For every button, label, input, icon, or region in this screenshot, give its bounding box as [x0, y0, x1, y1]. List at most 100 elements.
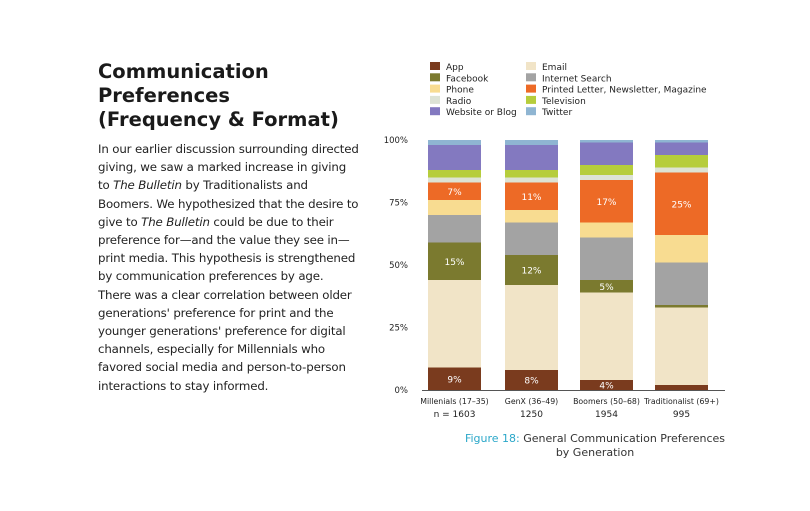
legend-swatch — [526, 84, 536, 93]
x-category-label: GenX (36–49) — [505, 397, 558, 406]
legend-label: Phone — [446, 86, 474, 96]
bar-segment — [655, 155, 708, 168]
bar-segment — [655, 262, 708, 305]
bar-segment — [428, 182, 481, 200]
publication-title: The Bulletin — [113, 178, 182, 193]
data-label: 7% — [447, 188, 462, 198]
bar-segment — [505, 177, 558, 183]
body-segment: by Traditionalists and Boomers. We hypot… — [98, 178, 359, 229]
legend-label: Radio — [446, 97, 472, 107]
bar-segment — [505, 370, 558, 390]
legend-swatch — [430, 84, 440, 93]
bar-segment — [428, 200, 481, 215]
data-label: 15% — [444, 258, 464, 268]
x-category-label: Boomers (50–68) — [573, 397, 640, 406]
bar-segment — [580, 140, 633, 143]
caption-text-line2: by Generation — [555, 446, 635, 459]
bar-segment — [580, 280, 633, 293]
sample-size-label: 1250 — [520, 410, 543, 420]
heading-line-1: Communication — [98, 60, 269, 83]
legend-label: App — [446, 63, 464, 73]
bar-segment — [428, 170, 481, 178]
bar-segment — [505, 285, 558, 370]
bar-segment — [580, 142, 633, 165]
bar-segment — [580, 180, 633, 223]
legend-swatch — [526, 95, 536, 104]
bar-segment — [428, 280, 481, 368]
bar-segment — [505, 255, 558, 285]
bar-segment — [655, 307, 708, 385]
bar-segment — [428, 215, 481, 243]
heading-line-2: Preferences — [98, 84, 230, 107]
bar-segment — [655, 385, 708, 390]
bar-segment — [580, 292, 633, 380]
heading-line-3: (Frequency & Format) — [98, 108, 339, 131]
bar-segment — [580, 175, 633, 180]
legend-swatch — [526, 73, 536, 82]
bar-segment — [505, 140, 558, 145]
caption-text-line1: General Communication Preferences — [523, 432, 726, 445]
data-label: 12% — [521, 267, 541, 277]
y-tick-label: 50% — [389, 261, 408, 271]
bar-segment — [655, 140, 708, 143]
stacked-bar-chart: App Email Facebook Internet Search Phone Prin… — [384, 62, 725, 420]
figure-label: Figure 18: — [464, 432, 520, 445]
x-category-label: Millenials (17–35) — [420, 397, 488, 406]
chart-container: App Email Facebook Internet Search Phone Prin… — [380, 60, 760, 460]
article-body: In our earlier discussion surrounding di… — [98, 140, 360, 395]
data-label: 8% — [524, 377, 539, 387]
body-segment: could be due to their preference for—and… — [98, 214, 356, 393]
bar-segment — [655, 167, 708, 173]
sample-size-label: n = 1603 — [434, 410, 476, 420]
legend-swatch — [430, 62, 440, 70]
legend-swatch — [526, 62, 536, 70]
body-segment: In our earlier discussion surrounding di… — [98, 142, 359, 193]
sample-size-label: 995 — [673, 410, 690, 420]
legend-label: Email — [542, 63, 567, 73]
article-column: Communication Preferences (Frequency & F… — [98, 60, 360, 395]
bar-segment — [428, 145, 481, 170]
data-label: 4% — [599, 382, 614, 392]
data-label: 17% — [596, 198, 616, 208]
legend-label: Facebook — [446, 74, 489, 84]
bar-segment — [655, 172, 708, 235]
legend-label: Twitter — [541, 108, 572, 118]
y-tick-label: 25% — [389, 324, 408, 334]
article-heading: Communication Preferences (Frequency & F… — [98, 60, 360, 132]
bar-segment — [580, 380, 633, 390]
bar-segment — [505, 182, 558, 210]
bar-segment — [505, 145, 558, 170]
bar-segment — [505, 222, 558, 255]
x-category-label: Traditionalist (69+) — [643, 397, 719, 406]
data-label: 11% — [521, 193, 541, 203]
figure-caption: Figure 18: General Communication Prefere… — [440, 432, 750, 460]
y-tick-label: 75% — [389, 199, 408, 209]
bar-segment — [580, 165, 633, 175]
bar-segment — [505, 210, 558, 223]
legend-label: Television — [541, 97, 586, 107]
bar-segment — [428, 140, 481, 145]
y-tick-label: 0% — [395, 386, 409, 396]
legend-swatch — [430, 95, 440, 104]
publication-title: The Bulletin — [141, 214, 210, 229]
bar-segment — [428, 242, 481, 280]
bar-segment — [428, 177, 481, 183]
bar-segment — [655, 305, 708, 308]
bar-segment — [428, 367, 481, 390]
legend-swatch — [430, 107, 440, 116]
sample-size-label: 1954 — [595, 410, 618, 420]
bar-segment — [580, 237, 633, 280]
bar-segment — [580, 222, 633, 238]
data-label: 5% — [599, 283, 614, 293]
legend-label: Internet Search — [542, 74, 612, 84]
data-label: 9% — [447, 375, 462, 385]
legend-label: Website or Blog — [446, 108, 517, 118]
y-tick-label: 100% — [384, 136, 408, 146]
legend-swatch — [430, 73, 440, 82]
bar-segment — [655, 235, 708, 263]
bar-segment — [505, 170, 558, 178]
legend-label: Printed Letter, Newsletter, Magazine — [542, 86, 707, 96]
bar-segment — [655, 142, 708, 155]
data-label: 25% — [671, 200, 691, 210]
legend-swatch — [526, 107, 536, 116]
